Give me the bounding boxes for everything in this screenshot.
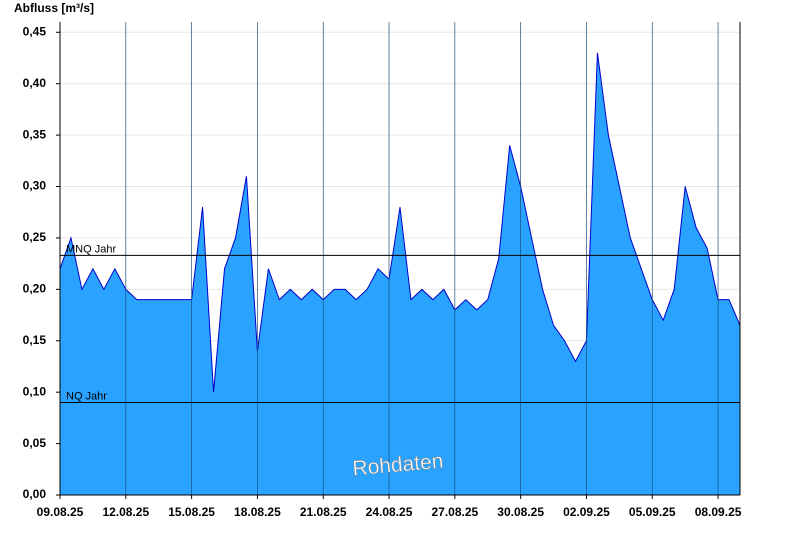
y-tick-label: 0,45	[23, 24, 47, 38]
x-tick-label: 21.08.25	[300, 505, 347, 519]
area	[60, 52, 740, 495]
x-tick-label: 05.09.25	[629, 505, 676, 519]
y-tick-label: 0,30	[23, 179, 47, 193]
y-tick-label: 0,25	[23, 230, 47, 244]
line	[59, 52, 741, 393]
y-tick-label: 0,15	[23, 333, 47, 347]
x-tick-label: 15.08.25	[168, 505, 215, 519]
y-tick-label: 0,05	[23, 436, 47, 450]
y-tick-label: 0,10	[23, 384, 47, 398]
y-tick-label: 0,35	[23, 127, 47, 141]
x-tick-label: 09.08.25	[37, 505, 84, 519]
x-tick-label: 24.08.25	[366, 505, 413, 519]
x-tick-label: 02.09.25	[563, 505, 610, 519]
x-tick-label: 27.08.25	[431, 505, 478, 519]
y-tick-label: 0,40	[23, 76, 47, 90]
reference-label: NQ Jahr	[66, 390, 107, 402]
y-tick-label: 0,00	[23, 487, 47, 501]
x-tick-label: 30.08.25	[497, 505, 544, 519]
x-tick-label: 18.08.25	[234, 505, 281, 519]
x-tick-label: 08.09.25	[695, 505, 742, 519]
reference-label: MNQ Jahr	[66, 243, 116, 255]
chart-title: Abfluss [m³/s]	[14, 1, 94, 15]
x-tick-label: 12.08.25	[102, 505, 149, 519]
y-tick-label: 0,20	[23, 282, 47, 296]
